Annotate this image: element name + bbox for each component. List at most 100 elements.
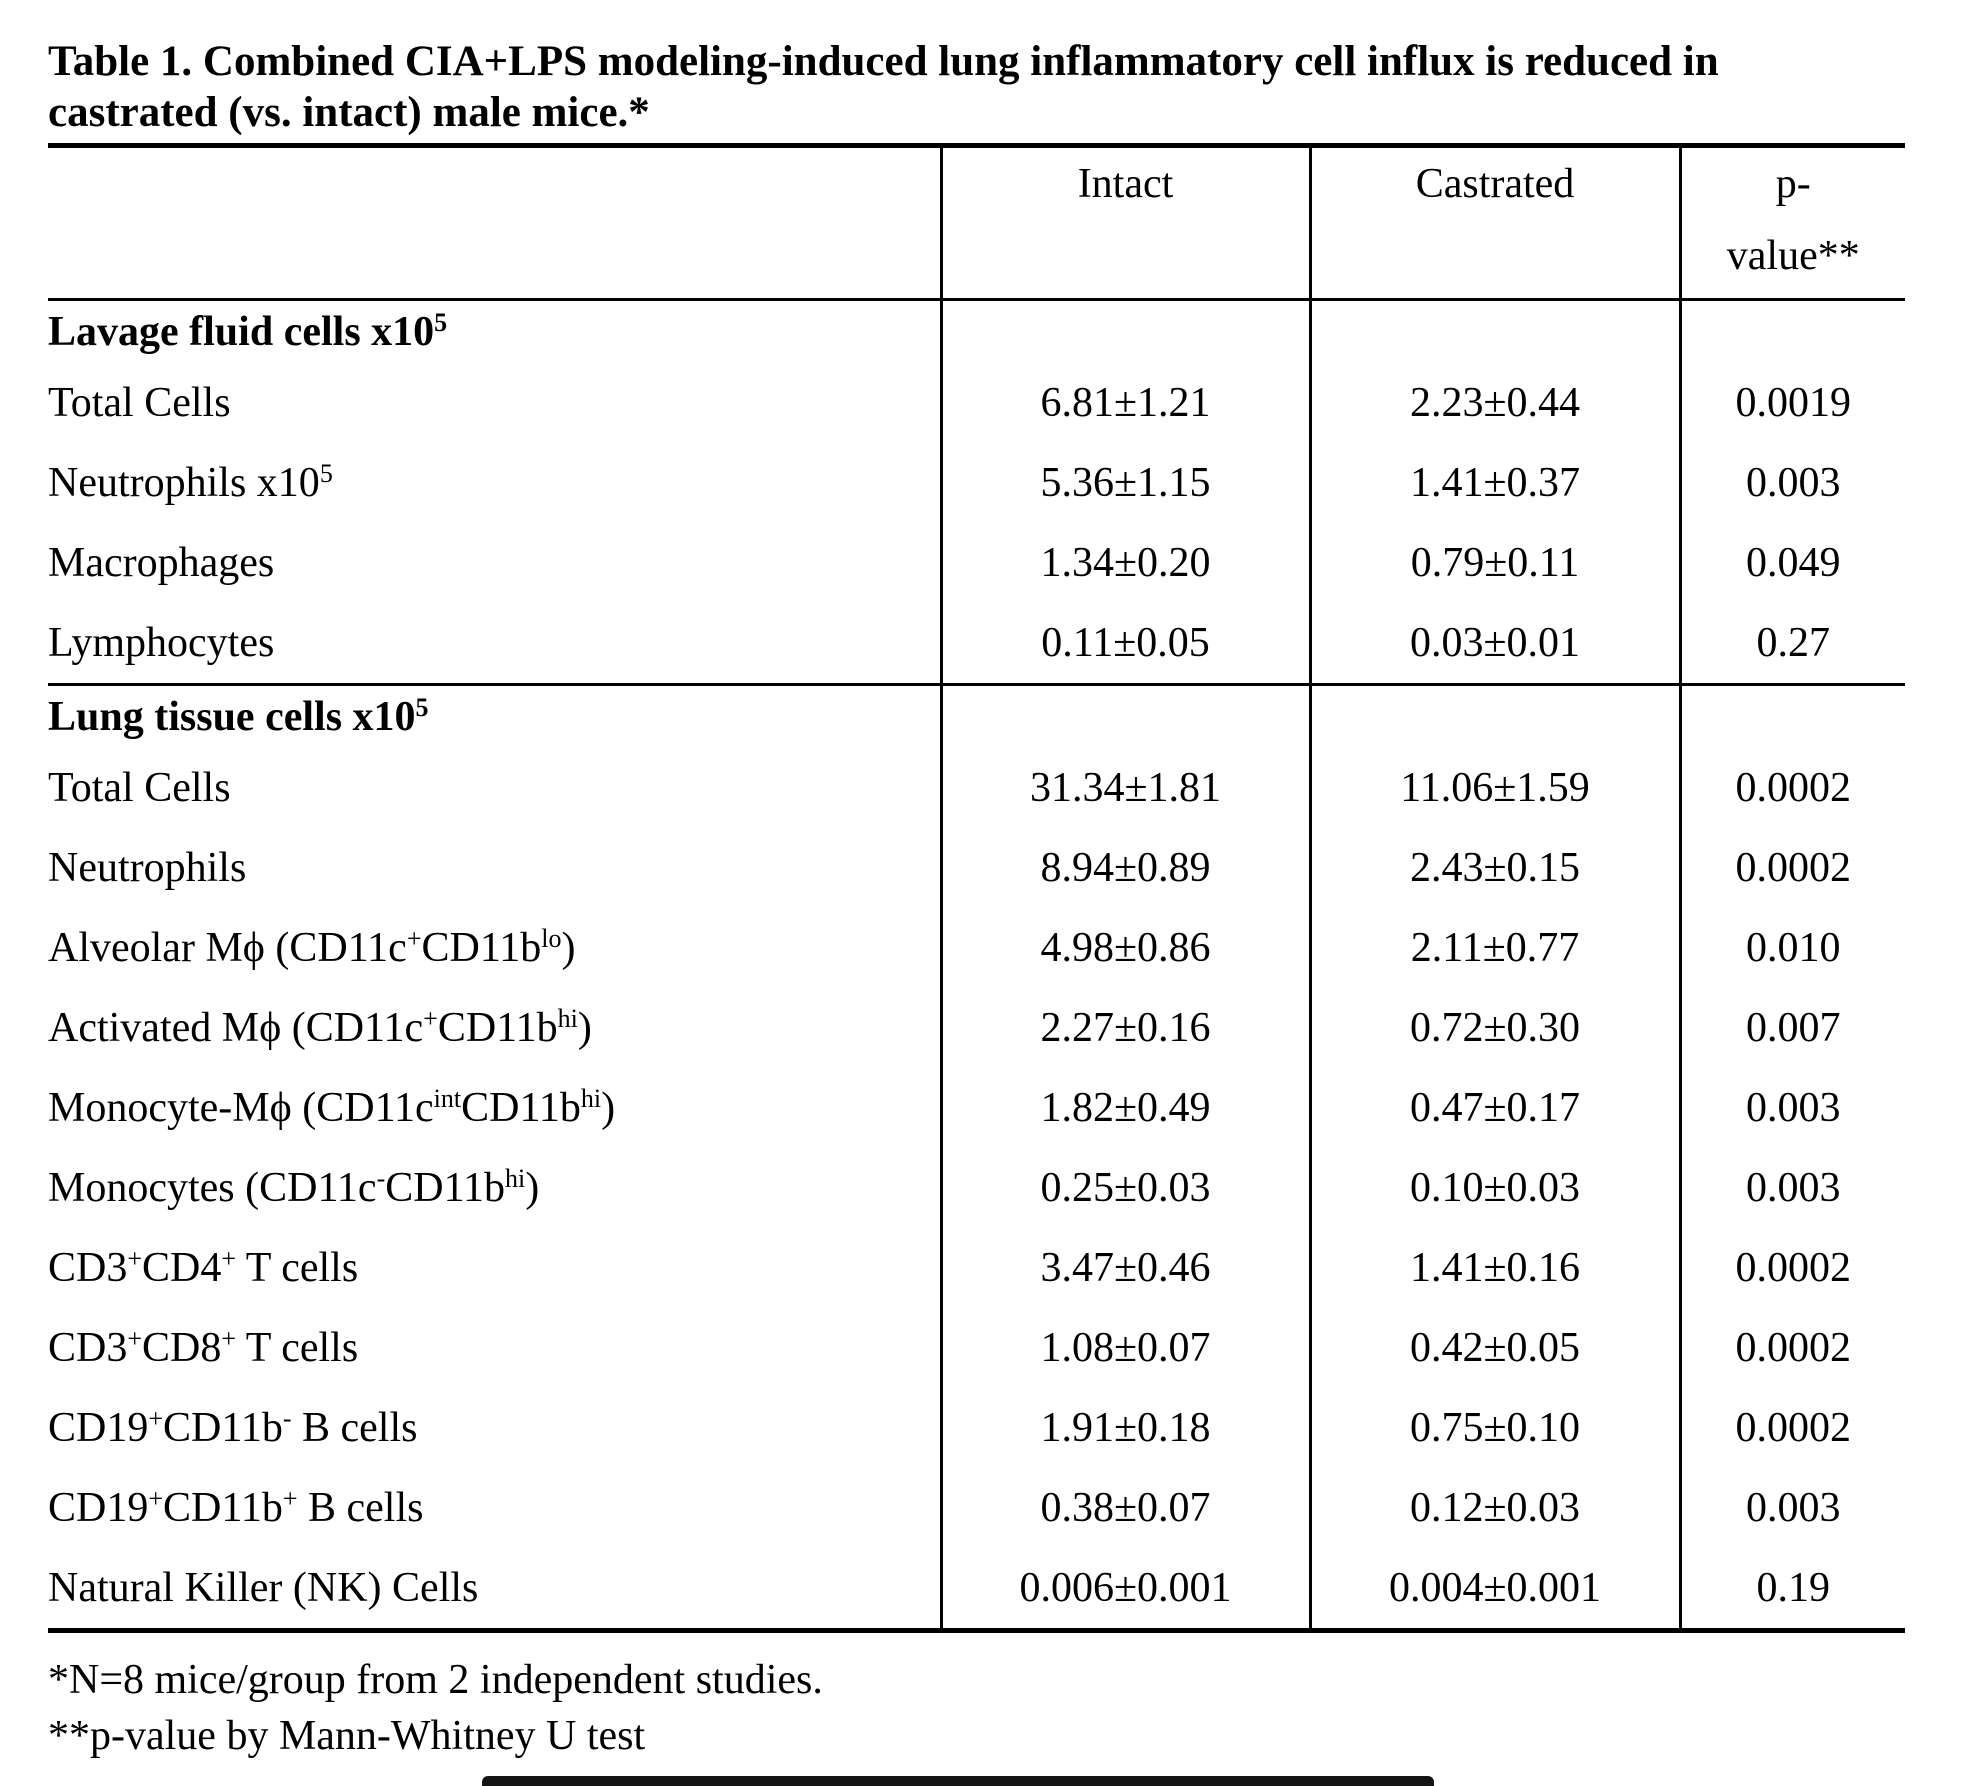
row-label-cell: Alveolar Mϕ (CD11c+CD11blo): [48, 908, 943, 988]
table-row: Total Cells 6.81±1.21 2.23±0.44 0.0019: [48, 363, 1905, 443]
table-row: Natural Killer (NK) Cells 0.006±0.001 0.…: [48, 1548, 1905, 1631]
row-label-cell: CD19+CD11b+ B cells: [48, 1468, 943, 1548]
castrated-value-cell: 1.41±0.16: [1310, 1228, 1682, 1308]
p-value-cell: 0.003: [1746, 460, 1841, 506]
castrated-value-cell: 2.11±0.77: [1310, 908, 1682, 988]
intact-value-cell: 5.36±1.15: [941, 443, 1312, 523]
row-label-cell: Total Cells: [48, 748, 943, 828]
table-row: Macrophages 1.34±0.20 0.79±0.11 0.049: [48, 523, 1905, 603]
castrated-value-cell: 0.79±0.11: [1310, 523, 1682, 603]
intact-value-cell: 31.34±1.81: [941, 748, 1312, 828]
p-value-cell: 0.0002: [1735, 1405, 1852, 1451]
castrated-value-cell: 2.23±0.44: [1310, 363, 1682, 443]
p-value-cell: 0.0002: [1735, 1245, 1852, 1291]
p-value-cell: 0.0002: [1735, 1325, 1852, 1371]
p-value-cell: 0.010: [1746, 925, 1841, 971]
castrated-value-cell: 0.004±0.001: [1310, 1548, 1682, 1631]
intact-value-cell: 2.27±0.16: [941, 988, 1312, 1068]
p-value-header-line-2: value**: [1726, 233, 1860, 279]
intact-value-cell: 0.11±0.05: [941, 603, 1312, 685]
table-row: Monocytes (CD11c-CD11bhi) 0.25±0.03 0.10…: [48, 1148, 1905, 1228]
p-value-header-line-1: p-: [1775, 161, 1811, 207]
empty-cell: [1680, 300, 1905, 364]
row-label-cell: Lymphocytes: [48, 603, 943, 685]
table-row: CD3+CD8+ T cells 1.08±0.07 0.42±0.05 0.0…: [48, 1308, 1905, 1388]
section-row-lavage: Lavage fluid cells x105: [48, 299, 1905, 364]
intact-value-cell: 1.82±0.49: [941, 1068, 1312, 1148]
row-label-cell: Natural Killer (NK) Cells: [48, 1548, 943, 1631]
p-value-cell: 0.003: [1746, 1485, 1841, 1531]
castrated-value-cell: 0.42±0.05: [1310, 1308, 1682, 1388]
table-row: Monocyte-Mϕ (CD11cintCD11bhi) 1.82±0.49 …: [48, 1068, 1905, 1148]
p-value-cell: 0.19: [1756, 1565, 1831, 1611]
empty-cell: [1310, 299, 1682, 363]
column-header-p-value: p- value**: [1680, 145, 1905, 301]
row-label-cell: Monocyte-Mϕ (CD11cintCD11bhi): [48, 1068, 943, 1148]
p-value-cell: 0.0002: [1735, 845, 1852, 891]
p-value-cell: 0.0002: [1735, 765, 1852, 811]
p-value-cell: 0.003: [1746, 1165, 1841, 1211]
footnote-sample-size: *N=8 mice/group from 2 independent studi…: [48, 1657, 823, 1703]
intact-value-cell: 1.91±0.18: [941, 1388, 1312, 1468]
table-row: Activated Mϕ (CD11c+CD11bhi) 2.27±0.16 0…: [48, 988, 1905, 1068]
castrated-value-cell: 0.03±0.01: [1310, 603, 1682, 685]
row-label-cell: CD3+CD4+ T cells: [48, 1228, 943, 1308]
header-row: Intact Castrated p- value**: [48, 145, 1905, 301]
castrated-value-cell: 0.10±0.03: [1310, 1148, 1682, 1228]
table-row: Neutrophils x105 5.36±1.15 1.41±0.37 0.0…: [48, 443, 1905, 523]
table-row: Neutrophils 8.94±0.89 2.43±0.15 0.0002: [48, 828, 1905, 908]
intact-value-cell: 6.81±1.21: [941, 363, 1312, 443]
next-figure-partial-border: [482, 1776, 1434, 1786]
castrated-value-cell: 0.72±0.30: [1310, 988, 1682, 1068]
row-label-cell: Monocytes (CD11c-CD11bhi): [48, 1148, 943, 1228]
row-label-cell: Neutrophils x105: [48, 443, 943, 523]
castrated-value-cell: 2.43±0.15: [1310, 828, 1682, 908]
row-label-cell: Activated Mϕ (CD11c+CD11bhi): [48, 988, 943, 1068]
empty-cell: [1310, 683, 1682, 748]
table-title-line-2: castrated (vs. intact) male mice.*: [48, 89, 650, 136]
p-value-cell: 0.007: [1746, 1005, 1841, 1051]
row-label-cell: Total Cells: [48, 363, 943, 443]
section-row-lung: Lung tissue cells x105: [48, 683, 1905, 748]
table-title: Table 1. Combined CIA+LPS modeling-induc…: [48, 36, 1719, 138]
intact-value-cell: 1.34±0.20: [941, 523, 1312, 603]
section-label-lung: Lung tissue cells x105: [48, 683, 943, 748]
p-value-cell: 0.049: [1746, 540, 1841, 586]
header-spacer-cell: [48, 145, 943, 301]
intact-value-cell: 4.98±0.86: [941, 908, 1312, 988]
intact-value-cell: 3.47±0.46: [941, 1228, 1312, 1308]
p-value-cell: 0.27: [1756, 620, 1831, 666]
intact-value-cell: 0.38±0.07: [941, 1468, 1312, 1548]
table-row: Alveolar Mϕ (CD11c+CD11blo) 4.98±0.86 2.…: [48, 908, 1905, 988]
intact-value-cell: 0.006±0.001: [941, 1548, 1312, 1631]
row-label-cell: CD3+CD8+ T cells: [48, 1308, 943, 1388]
intact-value-cell: 0.25±0.03: [941, 1148, 1312, 1228]
castrated-value-cell: 1.41±0.37: [1310, 443, 1682, 523]
row-label-cell: CD19+CD11b- B cells: [48, 1388, 943, 1468]
table-row: CD19+CD11b+ B cells 0.38±0.07 0.12±0.03 …: [48, 1468, 1905, 1548]
section-label-lavage: Lavage fluid cells x105: [48, 299, 943, 363]
table-row: CD3+CD4+ T cells 3.47±0.46 1.41±0.16 0.0…: [48, 1228, 1905, 1308]
castrated-value-cell: 0.47±0.17: [1310, 1068, 1682, 1148]
empty-cell: [941, 683, 1312, 748]
data-table: Intact Castrated p- value** Lavage fluid…: [48, 143, 1905, 1633]
table-footnotes: *N=8 mice/group from 2 independent studi…: [48, 1652, 823, 1764]
row-label-cell: Neutrophils: [48, 828, 943, 908]
empty-cell: [941, 299, 1312, 363]
castrated-value-cell: 0.12±0.03: [1310, 1468, 1682, 1548]
intact-value-cell: 8.94±0.89: [941, 828, 1312, 908]
row-label-cell: Macrophages: [48, 523, 943, 603]
empty-cell: [1680, 683, 1905, 748]
column-header-castrated: Castrated: [1310, 145, 1682, 301]
p-value-cell: 0.003: [1746, 1085, 1841, 1131]
table-row: CD19+CD11b- B cells 1.91±0.18 0.75±0.10 …: [48, 1388, 1905, 1468]
table-row: Total Cells 31.34±1.81 11.06±1.59 0.0002: [48, 748, 1905, 828]
table-title-line-1: Table 1. Combined CIA+LPS modeling-induc…: [48, 38, 1719, 85]
castrated-value-cell: 11.06±1.59: [1310, 748, 1682, 828]
column-header-intact: Intact: [941, 145, 1312, 301]
p-value-cell: 0.0019: [1735, 380, 1852, 426]
castrated-value-cell: 0.75±0.10: [1310, 1388, 1682, 1468]
intact-value-cell: 1.08±0.07: [941, 1308, 1312, 1388]
table-row: Lymphocytes 0.11±0.05 0.03±0.01 0.27: [48, 603, 1905, 685]
